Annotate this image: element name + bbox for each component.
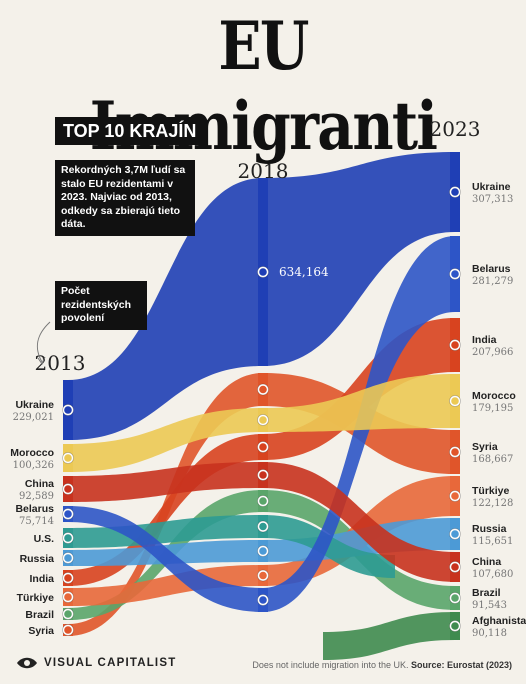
marks-layer [62, 152, 461, 640]
source-prefix: Does not include migration into the UK. [252, 660, 411, 670]
brand-name: VISUAL CAPITALIST [44, 657, 177, 669]
label-2013-russia: Russia [20, 553, 55, 565]
label-2013-syria: Syria [28, 625, 54, 637]
value-2013-belarus: 75,714 [19, 516, 54, 527]
flag-fill-2023-morocco [451, 397, 459, 405]
record-note: Rekordných 3,7M ľudí sa stalo EU reziden… [55, 160, 195, 236]
flag-fill-2013-brazil [64, 610, 72, 618]
label-2013-china: China [25, 478, 54, 490]
value-2023-t-rkiye: 122,128 [472, 498, 513, 509]
flag-fill-2023-brazil [451, 594, 459, 602]
flag-fill-2023-t-rkiye [451, 492, 459, 500]
flag-fill-2018-u-s [259, 522, 267, 531]
label-2023-china: China [472, 556, 501, 568]
flag-fill-2023-india [451, 341, 459, 349]
flag-fill-2018-morocco [259, 416, 267, 424]
eye-logo-icon [17, 657, 37, 669]
value-2023-brazil: 91,543 [472, 600, 507, 611]
label-2013-u-s: U.S. [34, 533, 55, 545]
chart-subtitle: TOP 10 KRAJÍN [55, 117, 205, 145]
value-2023-afghanistan: 90,118 [472, 628, 507, 639]
value-2018-ukraine: 634,164 [279, 265, 329, 279]
flag-fill-2013-u-s [64, 534, 72, 542]
value-2023-russia: 115,651 [472, 536, 513, 547]
flag-fill-2023-afghanistan [451, 622, 459, 630]
value-2013-china: 92,589 [19, 491, 54, 502]
flag-fill-2018-russia [259, 547, 267, 555]
flag-fill-2013-china [64, 485, 72, 493]
year-label-2018: 2018 [238, 159, 289, 183]
label-2013-brazil: Brazil [25, 609, 54, 621]
value-2023-china: 107,680 [472, 569, 513, 580]
label-2013-morocco: Morocco [10, 447, 54, 459]
value-2023-ukraine: 307,313 [472, 194, 513, 205]
flag-fill-2013-morocco [64, 454, 72, 462]
flag-fill-2013-russia [64, 554, 72, 562]
flag-fill-2023-russia [451, 530, 459, 538]
flag-fill-2013-t-rkiye [64, 593, 72, 601]
label-2013-t-rkiye: Türkiye [17, 592, 55, 604]
flag-fill-2018-belarus [259, 596, 267, 604]
flag-fill-2018-syria [259, 385, 267, 394]
value-2023-belarus: 281,279 [472, 276, 513, 287]
flag-fill-2018-india [259, 443, 267, 451]
year-label-2023: 2023 [430, 117, 481, 141]
value-2023-india: 207,966 [472, 347, 513, 358]
value-2013-morocco: 100,326 [13, 460, 54, 471]
label-2013-ukraine: Ukraine [15, 399, 54, 411]
annotation-arrow [36, 321, 51, 363]
label-2013-india: India [29, 573, 54, 585]
label-2023-belarus: Belarus [472, 263, 511, 275]
flow-brazil [68, 490, 455, 620]
label-2023-t-rkiye: Türkiye [472, 485, 510, 497]
flag-fill-2018-t-rkiye [259, 571, 267, 580]
label-2023-ukraine: Ukraine [472, 181, 511, 193]
year-label-2013: 2013 [35, 351, 86, 375]
flag-fill-2018-brazil [259, 497, 267, 505]
flag-fill-2023-syria [451, 448, 459, 456]
page-title: EU Immigranti [89, 7, 438, 165]
value-2023-syria: 168,667 [472, 454, 513, 465]
flag-fill-2013-india [64, 574, 72, 582]
labels-layer: Ukraine229,021Morocco100,326China92,589B… [10, 117, 526, 639]
value-2023-morocco: 179,195 [472, 403, 513, 414]
label-2023-brazil: Brazil [472, 587, 501, 599]
label-2023-india: India [472, 334, 497, 346]
flow-afghanistan [323, 612, 455, 660]
label-2023-russia: Russia [472, 523, 507, 535]
source-label: Source: Eurostat (2023) [410, 660, 512, 670]
annotation-arrowhead [37, 356, 46, 366]
label-2023-morocco: Morocco [472, 390, 516, 402]
flag-fill-2013-syria [64, 626, 72, 634]
flag-fill-2023-china [451, 563, 459, 571]
label-2023-afghanistan: Afghanistan [472, 615, 526, 627]
flag-fill-2018-ukraine [259, 268, 267, 276]
flag-fill-2018-china [259, 471, 267, 479]
flag-fill-2013-belarus [64, 510, 72, 518]
flow-china [68, 462, 455, 582]
flow-u-s [68, 515, 395, 578]
label-2013-belarus: Belarus [15, 503, 54, 515]
value-2013-ukraine: 229,021 [13, 412, 54, 423]
label-2023-syria: Syria [472, 441, 498, 453]
flag-fill-2023-belarus [451, 270, 459, 278]
flag-fill-2023-ukraine [451, 188, 459, 196]
flag-fill-2013-ukraine [64, 406, 72, 414]
brand-logo: VISUAL CAPITALIST [16, 656, 176, 670]
flow-belarus [68, 236, 455, 612]
source-note: Does not include migration into the UK. … [252, 660, 512, 670]
permits-note: Počet rezidentských povolení [55, 281, 147, 330]
